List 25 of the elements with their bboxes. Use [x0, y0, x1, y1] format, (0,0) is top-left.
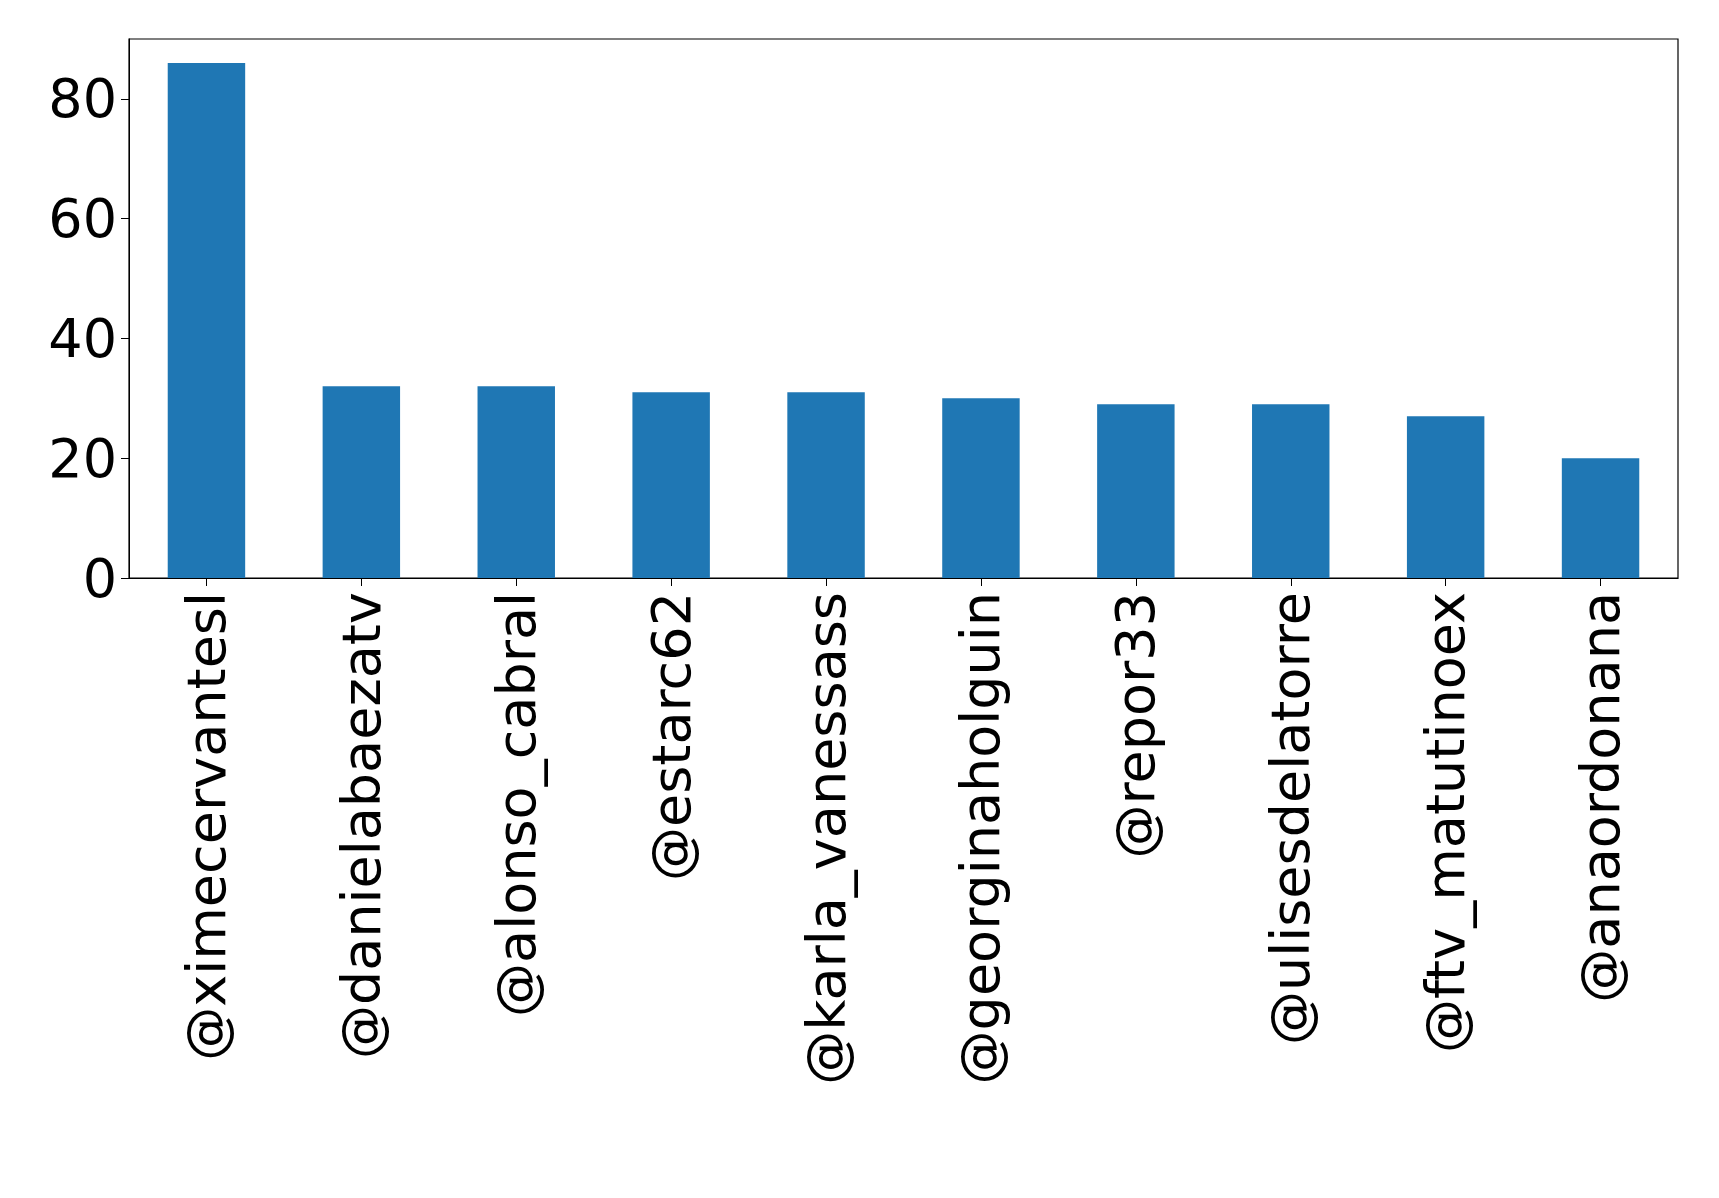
x-tick-label: @estarc62 [639, 592, 703, 882]
x-tick-label: @alonso_cabral [484, 592, 548, 1017]
y-tick-label: 80 [48, 67, 117, 131]
x-tick-label: @ftv_matutinoex [1414, 592, 1478, 1053]
bar [1406, 416, 1485, 578]
bar [787, 392, 865, 578]
x-tick-label: @repor33 [1104, 592, 1168, 859]
y-tick-label: 60 [48, 187, 117, 251]
bar [632, 392, 710, 578]
bar [477, 386, 555, 578]
bar [1561, 458, 1640, 578]
bar [1252, 404, 1330, 578]
y-tick-label: 0 [82, 546, 117, 610]
y-tick-label: 20 [48, 426, 117, 490]
x-tick-label: @karla_vanessass [794, 592, 858, 1085]
x-tick-label: @danielabaezatv [329, 592, 393, 1060]
bar [167, 62, 246, 578]
bar [942, 398, 1020, 578]
y-tick-label: 40 [48, 306, 117, 370]
bar [1097, 404, 1175, 578]
x-tick-label: @georginaholguin [949, 592, 1013, 1085]
x-tick-label: @ulisesdelatorre [1259, 592, 1323, 1046]
x-tick-label: @anaordonana [1569, 592, 1633, 1003]
bar [322, 386, 401, 578]
x-tick-label: @ximecervantesl [174, 592, 238, 1061]
